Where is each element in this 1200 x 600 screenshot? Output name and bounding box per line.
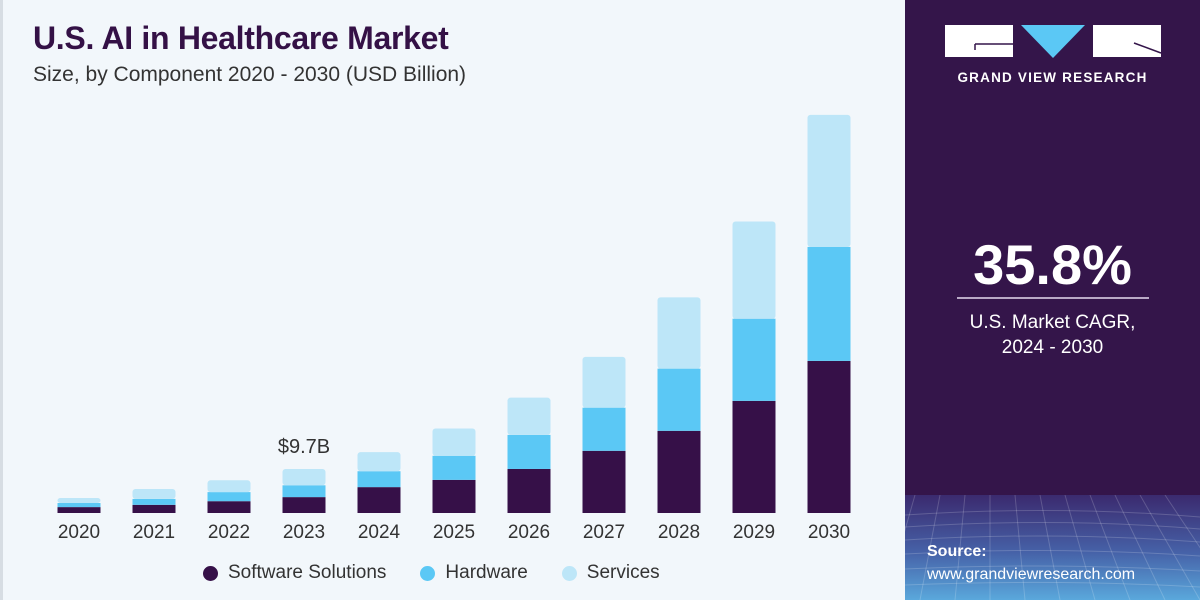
chart-legend: Software Solutions Hardware Services bbox=[203, 562, 694, 584]
legend-label-services: Services bbox=[586, 562, 660, 583]
bar-stack-2030 bbox=[807, 114, 851, 513]
source-footer: Source: www.grandviewresearch.com bbox=[905, 495, 1200, 600]
x-tick-label-2026: 2026 bbox=[508, 522, 550, 543]
bar-services-2030 bbox=[807, 114, 851, 247]
source-url[interactable]: www.grandviewresearch.com bbox=[927, 566, 1136, 583]
legend-item-hardware: Hardware bbox=[420, 562, 528, 584]
bar-services-2024 bbox=[357, 452, 401, 472]
x-tick-label-2027: 2027 bbox=[583, 522, 625, 543]
cagr-label: U.S. Market CAGR, 2024 - 2030 bbox=[905, 310, 1200, 360]
bar-stack-2023 bbox=[282, 468, 326, 513]
bar-hardware-2025 bbox=[432, 455, 476, 480]
bar-stack-2020 bbox=[57, 498, 101, 513]
bar-software-solutions-2027 bbox=[582, 450, 626, 513]
bar-services-2027 bbox=[582, 356, 626, 408]
bar-services-2020 bbox=[57, 498, 101, 504]
bar-services-2022 bbox=[207, 480, 251, 493]
bar-software-solutions-2022 bbox=[207, 501, 251, 513]
cagr-divider bbox=[957, 297, 1149, 299]
cagr-label-line1: U.S. Market CAGR, bbox=[969, 312, 1136, 333]
x-tick-label-2028: 2028 bbox=[658, 522, 700, 543]
cagr-value: 35.8% bbox=[973, 233, 1132, 296]
bar-hardware-2028 bbox=[657, 368, 701, 431]
cagr-label-line2: 2024 - 2030 bbox=[1001, 337, 1104, 358]
bar-stack-2022 bbox=[207, 480, 251, 513]
x-tick-label-2024: 2024 bbox=[358, 522, 401, 543]
bar-services-2029 bbox=[732, 221, 776, 319]
x-tick-label-2025: 2025 bbox=[433, 522, 475, 543]
x-tick-label-2023: 2023 bbox=[283, 522, 325, 543]
bar-software-solutions-2021 bbox=[132, 504, 176, 513]
bar-stack-2027 bbox=[582, 356, 626, 513]
source-label: Source: bbox=[927, 543, 987, 560]
bar-hardware-2027 bbox=[582, 407, 626, 451]
stacked-bar-chart: 2020 2021 2022 2023 $9.7B 2024 2025 2026 2027 202… bbox=[57, 114, 851, 543]
bar-software-solutions-2024 bbox=[357, 487, 401, 513]
bar-hardware-2023 bbox=[282, 485, 326, 498]
x-tick-label-2029: 2029 bbox=[733, 522, 775, 543]
bar-hardware-2020 bbox=[57, 503, 101, 508]
bar-hardware-2024 bbox=[357, 471, 401, 488]
bar-software-solutions-2029 bbox=[732, 400, 776, 513]
x-tick-label-2020: 2020 bbox=[58, 522, 100, 543]
bar-software-solutions-2028 bbox=[657, 430, 701, 513]
bar-software-solutions-2023 bbox=[282, 497, 326, 513]
bar-stack-2029 bbox=[732, 221, 776, 513]
legend-label-software: Software Solutions bbox=[228, 562, 387, 583]
legend-item-services: Services bbox=[561, 562, 660, 584]
chart-title: U.S. AI in Healthcare Market bbox=[33, 20, 449, 56]
bar-hardware-2021 bbox=[132, 498, 176, 505]
x-tick-label-2022: 2022 bbox=[208, 522, 250, 543]
legend-item-software: Software Solutions bbox=[203, 562, 386, 584]
bar-services-2023 bbox=[282, 468, 326, 486]
data-label-2023: $9.7B bbox=[278, 436, 330, 458]
chart-panel: U.S. AI in Healthcare Market Size, by Co… bbox=[0, 0, 851, 600]
chart-subtitle: Size, by Component 2020 - 2030 (USD Bill… bbox=[33, 63, 467, 86]
bar-services-2026 bbox=[507, 397, 551, 435]
bar-software-solutions-2025 bbox=[432, 479, 476, 513]
bar-software-solutions-2020 bbox=[57, 507, 101, 513]
grid-pattern-icon bbox=[905, 495, 1200, 600]
bar-hardware-2030 bbox=[807, 246, 851, 361]
legend-label-hardware: Hardware bbox=[445, 562, 528, 583]
grand-view-research-logo-icon bbox=[945, 25, 1162, 58]
brand-name: GRAND VIEW RESEARCH bbox=[957, 70, 1148, 85]
legend-swatch-services bbox=[561, 565, 577, 581]
sidebar-panel: GRAND VIEW RESEARCH 35.8% U.S. Market CA… bbox=[905, 0, 1200, 600]
legend-swatch-software bbox=[203, 565, 218, 581]
bar-services-2025 bbox=[432, 428, 476, 456]
bar-stack-2026 bbox=[507, 397, 551, 513]
bar-stack-2024 bbox=[357, 452, 401, 513]
bar-stack-2028 bbox=[657, 297, 701, 513]
legend-swatch-hardware bbox=[420, 565, 436, 581]
bar-hardware-2029 bbox=[732, 318, 776, 401]
bar-stack-2025 bbox=[432, 428, 476, 513]
x-tick-label-2030: 2030 bbox=[808, 522, 850, 543]
x-tick-label-2021: 2021 bbox=[133, 522, 175, 543]
bar-services-2021 bbox=[132, 488, 176, 499]
bar-software-solutions-2026 bbox=[507, 468, 551, 513]
bar-stack-2021 bbox=[132, 488, 176, 513]
bar-services-2028 bbox=[657, 297, 701, 369]
bar-software-solutions-2030 bbox=[807, 360, 851, 513]
bar-hardware-2026 bbox=[507, 434, 551, 469]
bar-hardware-2022 bbox=[207, 492, 251, 502]
